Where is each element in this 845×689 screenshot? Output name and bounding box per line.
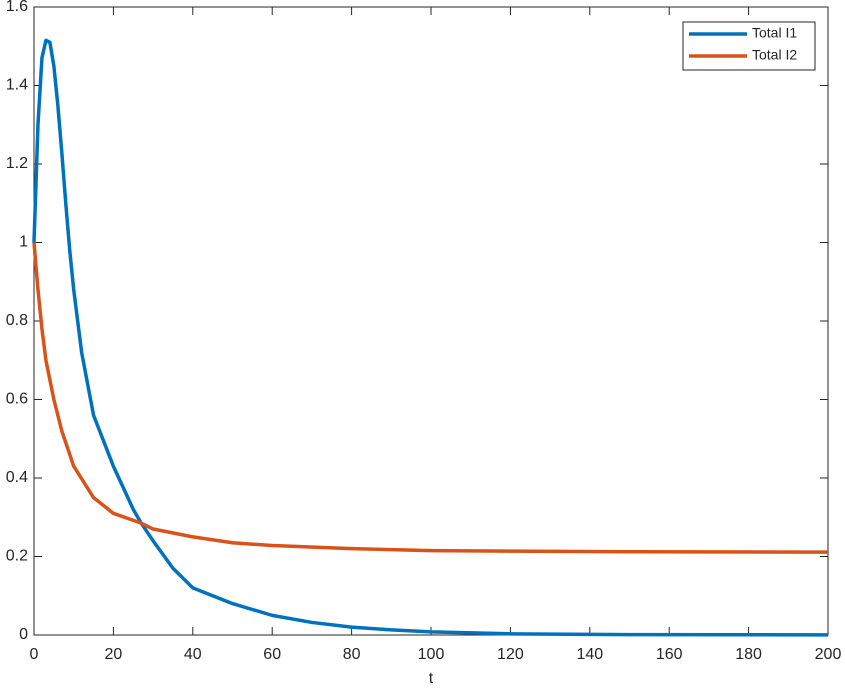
- legend-label: Total I1: [752, 25, 797, 41]
- x-tick-label: 140: [576, 646, 603, 663]
- y-tick-label: 0: [19, 626, 28, 643]
- y-tick-label: 1.2: [6, 155, 28, 172]
- x-tick-label: 100: [418, 646, 445, 663]
- x-tick-label: 60: [263, 646, 281, 663]
- x-tick-label: 40: [184, 646, 202, 663]
- line-series: [32, 242, 829, 554]
- y-tick-label: 0.6: [6, 391, 28, 408]
- plot-frame: [33, 6, 829, 636]
- x-tick-label: 120: [497, 646, 524, 663]
- y-tick-label: 0.2: [6, 548, 28, 565]
- legend-label: Total I2: [752, 47, 797, 63]
- y-tick-label: 1.6: [6, 0, 28, 15]
- x-tick-label: 0: [30, 646, 39, 663]
- x-tick-label: 160: [656, 646, 683, 663]
- y-tick-label: 0.8: [6, 312, 28, 329]
- legend-box: [682, 21, 816, 71]
- y-tick-label: 1.4: [6, 77, 28, 94]
- y-tick-label: 1: [19, 234, 28, 251]
- x-tick-label: 180: [735, 646, 762, 663]
- x-tick-label: 20: [105, 646, 123, 663]
- y-tick-label: 0.4: [6, 469, 28, 486]
- x-axis-label: t: [429, 670, 434, 687]
- line-series: [32, 38, 829, 637]
- x-tick-label: 200: [815, 646, 842, 663]
- x-tick-label: 80: [343, 646, 361, 663]
